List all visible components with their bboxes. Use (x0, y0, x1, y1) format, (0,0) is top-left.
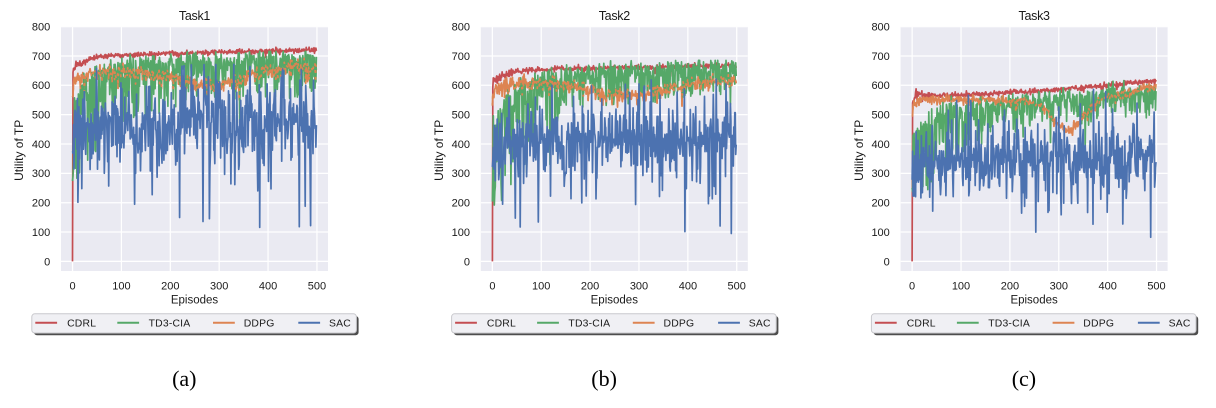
svg-text:100: 100 (32, 227, 50, 239)
svg-text:0: 0 (489, 280, 495, 292)
svg-text:700: 700 (452, 51, 470, 63)
svg-text:400: 400 (871, 139, 889, 151)
svg-text:500: 500 (452, 110, 470, 122)
svg-text:300: 300 (871, 168, 889, 180)
svg-text:800: 800 (32, 22, 50, 34)
svg-text:200: 200 (452, 198, 470, 210)
svg-text:DDPG: DDPG (1083, 318, 1114, 329)
svg-text:700: 700 (871, 51, 889, 63)
svg-text:100: 100 (952, 280, 970, 292)
svg-text:200: 200 (581, 280, 599, 292)
svg-text:(a): (a) (172, 366, 196, 391)
svg-text:CDRL: CDRL (487, 318, 516, 329)
svg-text:SAC: SAC (329, 318, 351, 329)
svg-text:0: 0 (464, 256, 470, 268)
svg-text:200: 200 (161, 280, 179, 292)
svg-text:0: 0 (884, 256, 890, 268)
svg-text:800: 800 (452, 22, 470, 34)
svg-text:(c): (c) (1012, 366, 1036, 391)
svg-text:Episodes: Episodes (1010, 295, 1058, 307)
svg-text:300: 300 (32, 168, 50, 180)
svg-text:500: 500 (728, 280, 746, 292)
svg-text:500: 500 (32, 110, 50, 122)
svg-text:Episodes: Episodes (591, 295, 639, 307)
svg-text:0: 0 (69, 280, 75, 292)
svg-text:TD3-CIA: TD3-CIA (149, 318, 191, 329)
svg-text:700: 700 (32, 51, 50, 63)
svg-text:Task2: Task2 (599, 9, 631, 23)
svg-text:500: 500 (1147, 280, 1165, 292)
svg-text:0: 0 (44, 256, 50, 268)
svg-text:600: 600 (871, 80, 889, 92)
svg-text:DDPG: DDPG (664, 318, 695, 329)
svg-text:100: 100 (532, 280, 550, 292)
svg-text:400: 400 (32, 139, 50, 151)
svg-text:500: 500 (871, 110, 889, 122)
svg-text:200: 200 (871, 198, 889, 210)
svg-text:Utility of TP: Utility of TP (12, 120, 26, 181)
svg-text:500: 500 (308, 280, 326, 292)
svg-text:200: 200 (32, 198, 50, 210)
svg-text:Task1: Task1 (179, 9, 211, 23)
svg-text:300: 300 (452, 168, 470, 180)
svg-text:600: 600 (32, 80, 50, 92)
svg-text:CDRL: CDRL (67, 318, 96, 329)
svg-text:CDRL: CDRL (907, 318, 936, 329)
svg-text:100: 100 (452, 227, 470, 239)
svg-text:600: 600 (452, 80, 470, 92)
svg-text:400: 400 (1099, 280, 1117, 292)
svg-text:800: 800 (871, 22, 889, 34)
svg-text:SAC: SAC (749, 318, 771, 329)
svg-text:TD3-CIA: TD3-CIA (568, 318, 610, 329)
svg-text:400: 400 (259, 280, 277, 292)
svg-text:100: 100 (871, 227, 889, 239)
svg-text:300: 300 (1050, 280, 1068, 292)
svg-text:300: 300 (630, 280, 648, 292)
svg-text:DDPG: DDPG (244, 318, 275, 329)
svg-text:Utility of TP: Utility of TP (852, 120, 866, 181)
svg-text:400: 400 (452, 139, 470, 151)
svg-text:Utility of TP: Utility of TP (432, 120, 446, 181)
svg-text:200: 200 (1001, 280, 1019, 292)
svg-text:Task3: Task3 (1019, 9, 1051, 23)
svg-text:SAC: SAC (1169, 318, 1191, 329)
svg-text:Episodes: Episodes (171, 295, 219, 307)
svg-text:300: 300 (210, 280, 228, 292)
svg-text:0: 0 (909, 280, 915, 292)
svg-text:TD3-CIA: TD3-CIA (988, 318, 1030, 329)
svg-text:(b): (b) (591, 366, 617, 391)
svg-text:100: 100 (112, 280, 130, 292)
svg-text:400: 400 (679, 280, 697, 292)
